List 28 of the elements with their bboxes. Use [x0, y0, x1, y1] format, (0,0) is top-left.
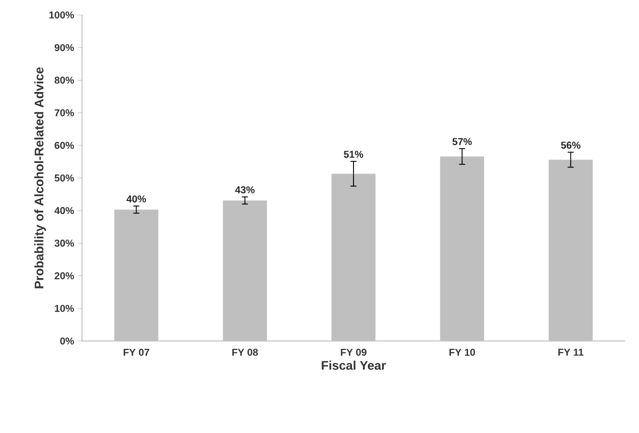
data-label: 43% — [235, 186, 255, 194]
bar — [114, 210, 158, 341]
x-tick-label: FY 09 — [340, 348, 366, 356]
y-tick-label: 0% — [60, 337, 74, 345]
y-tick-label: 100% — [49, 11, 74, 19]
y-axis-title: Probability of Alcohol-Related Advice — [34, 67, 46, 288]
x-tick-label: FY 08 — [232, 348, 258, 356]
bar — [222, 200, 267, 341]
data-label: 57% — [452, 138, 472, 146]
y-tick-label: 70% — [54, 109, 74, 116]
data-label: 51% — [344, 150, 364, 158]
bar — [332, 174, 376, 341]
y-tick-label: 80% — [54, 76, 74, 84]
data-label: 40% — [126, 195, 146, 202]
bar — [440, 156, 484, 341]
data-label: 56% — [561, 142, 580, 149]
y-tick-label: 40% — [54, 207, 74, 214]
y-tick-label: 50% — [54, 174, 74, 182]
x-tick-label: FY 07 — [124, 348, 150, 356]
y-tick-label: 90% — [54, 44, 74, 52]
y-tick-label: 30% — [54, 240, 74, 247]
x-axis-title: Fiscal Year — [322, 360, 386, 370]
y-tick-label: 60% — [54, 142, 74, 149]
x-tick-label: FY 10 — [449, 348, 475, 356]
y-tick-label: 20% — [54, 272, 74, 280]
x-tick-label: FY 11 — [558, 348, 584, 356]
y-tick-label: 10% — [54, 304, 74, 312]
bar — [548, 160, 593, 341]
